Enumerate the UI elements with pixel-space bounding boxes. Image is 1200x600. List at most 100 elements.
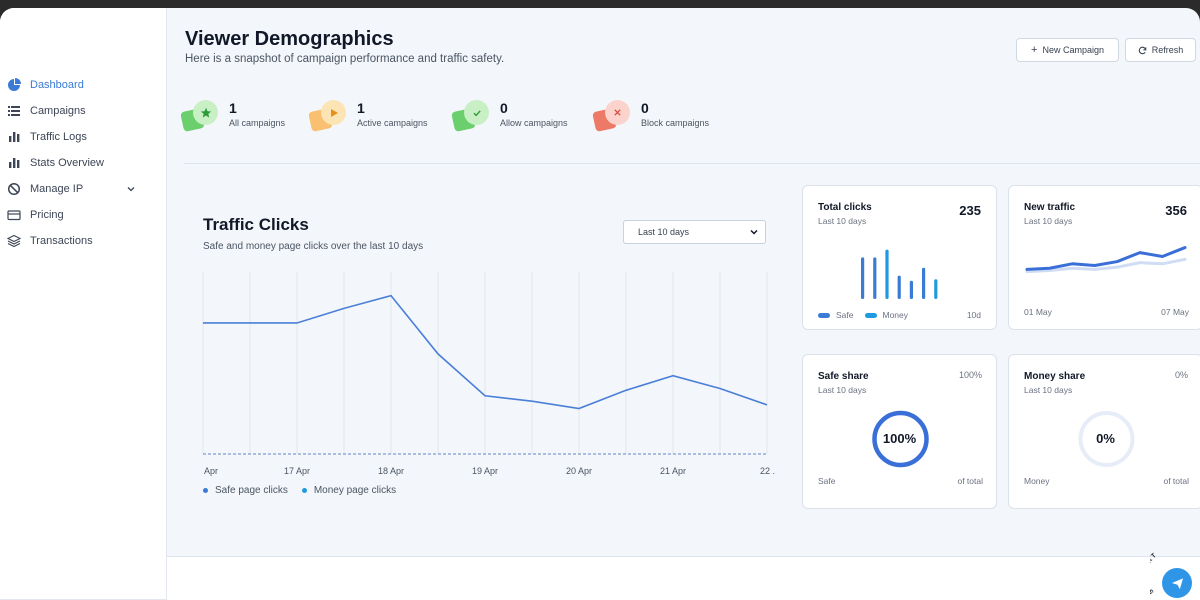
x-tick-label: 17 Apr [284,466,310,476]
support-label: SUPPORT [1150,552,1157,595]
x-tick-label: 19 Apr [472,466,498,476]
mini-bar [897,275,901,299]
safe-share-card: Safe share Last 10 days 100% 100% Safe o… [802,354,997,509]
traffic-clicks-subtitle: Safe and money page clicks over the last… [203,241,424,252]
sidebar-item-label: Stats Overview [30,157,104,169]
legend-label: Money page clicks [313,485,397,496]
foot-right: of total [957,476,983,486]
range-label: 10d [966,310,981,320]
stat-label: All campaigns [229,118,286,128]
sidebar-item-label: Campaigns [30,105,86,117]
sidebar-item-label: Traffic Logs [30,131,87,143]
foot-left: Money [1024,476,1050,486]
mini-legend: Safe Money [818,310,908,320]
foot-right: of total [1163,476,1189,486]
legend-label-money: Money [882,310,909,320]
block-icon [7,182,21,196]
section-divider [184,163,1200,164]
stat-label: Allow campaigns [500,118,568,128]
sidebar-item-label: Transactions [30,235,93,247]
card-title: Money share [1024,371,1086,382]
date-range-value: Last 10 days [638,227,690,237]
stat-value: 1 [357,100,365,116]
pie-chart-icon [8,78,21,91]
card-percent: 0% [1174,370,1188,380]
send-icon [1171,577,1183,589]
mini-bar [934,279,938,299]
traffic-legend: Safe page clicks Money page clicks [203,485,396,496]
support-badge: SUPPORT [1150,552,1159,595]
card-subtitle: Last 10 days [1024,385,1073,395]
bar-chart-icon [9,132,20,142]
ring-value: 0% [1096,431,1115,446]
new-traffic-card: New traffic Last 10 days 356 01 May 07 M… [1008,185,1200,330]
mini-bar [861,257,865,299]
legend-item-safe: Safe page clicks [203,485,288,496]
mini-bar [909,280,913,299]
stat-label: Block campaigns [641,118,710,128]
support-button[interactable] [1162,568,1192,598]
chevron-down-icon [750,229,758,235]
sidebar-item-traffic-logs[interactable]: Traffic Logs [0,124,166,150]
refresh-label: Refresh [1151,45,1184,55]
money-share-card: Money share Last 10 days 0% 0% Money of … [1008,354,1200,509]
total-clicks-card: Total clicks Last 10 days 235 Safe Money… [802,185,997,330]
new-traffic-sparkline [1025,246,1187,274]
from-date-label: 01 May [1024,307,1052,317]
sidebar-item-dashboard[interactable]: Dashboard [0,72,166,98]
mini-bar [885,249,889,299]
date-range-select[interactable]: Last 10 days [623,220,766,244]
stat-value: 0 [641,100,649,116]
credit-card-icon [7,210,21,221]
refresh-button[interactable]: Refresh [1125,38,1196,62]
new-campaign-button[interactable]: + New Campaign [1016,38,1119,62]
to-date-label: 07 May [1161,307,1189,317]
page-title: Viewer Demographics [185,28,394,50]
sidebar-item-label: Dashboard [30,79,84,91]
ring-progress [872,410,929,468]
main-content: Viewer Demographics Here is a snapshot o… [167,8,1200,556]
sidebar-item-stats-overview[interactable]: Stats Overview [0,150,166,176]
x-tick-label: Apr [204,466,218,476]
bar-chart-icon [9,158,20,168]
play-icon [308,100,350,138]
card-title: New traffic [1024,202,1076,213]
plus-icon: + [1031,44,1038,56]
stat-value: 1 [229,100,237,116]
sidebar: Dashboard Campaigns Traffic Logs Stats O… [0,8,167,600]
card-title: Safe share [818,371,869,382]
total-clicks-bars [861,249,938,299]
ring-value: 100% [882,431,917,446]
sidebar-nav: Dashboard Campaigns Traffic Logs Stats O… [0,72,166,254]
legend-label-safe: Safe [836,310,854,320]
page-subtitle: Here is a snapshot of campaign performan… [185,53,505,65]
sidebar-item-pricing[interactable]: Pricing [0,202,166,228]
money-share-ring [1078,411,1135,467]
card-subtitle: Last 10 days [818,216,867,226]
bottom-panel [167,556,1200,600]
support-widget[interactable]: SUPPORT [1150,552,1194,598]
chevron-down-icon[interactable] [126,184,136,194]
layers-icon [7,234,21,248]
x-tick-label: 20 Apr [566,466,592,476]
safe-share-ring [872,410,929,468]
sidebar-item-label: Pricing [30,209,64,221]
mini-bar [873,257,877,299]
legend-label: Safe page clicks [215,485,288,496]
sidebar-item-campaigns[interactable]: Campaigns [0,98,166,124]
star-icon [180,100,222,138]
refresh-icon [1138,46,1147,54]
card-value: 356 [1165,203,1187,218]
foot-left: Safe [818,476,836,486]
x-tick-label: 18 Apr [378,466,404,476]
app-window: Dashboard Campaigns Traffic Logs Stats O… [0,8,1200,600]
x-tick-label: 22 . [760,466,775,476]
sidebar-item-manage-ip[interactable]: Manage IP [0,176,166,202]
stat-value: 0 [500,100,508,116]
sidebar-item-label: Manage IP [30,183,84,195]
svg-text:SUPPORT: SUPPORT [1150,552,1159,595]
list-icon [8,106,20,116]
stat-label: Active campaigns [357,118,428,128]
mini-bar [922,267,926,299]
sidebar-item-transactions[interactable]: Transactions [0,228,166,254]
